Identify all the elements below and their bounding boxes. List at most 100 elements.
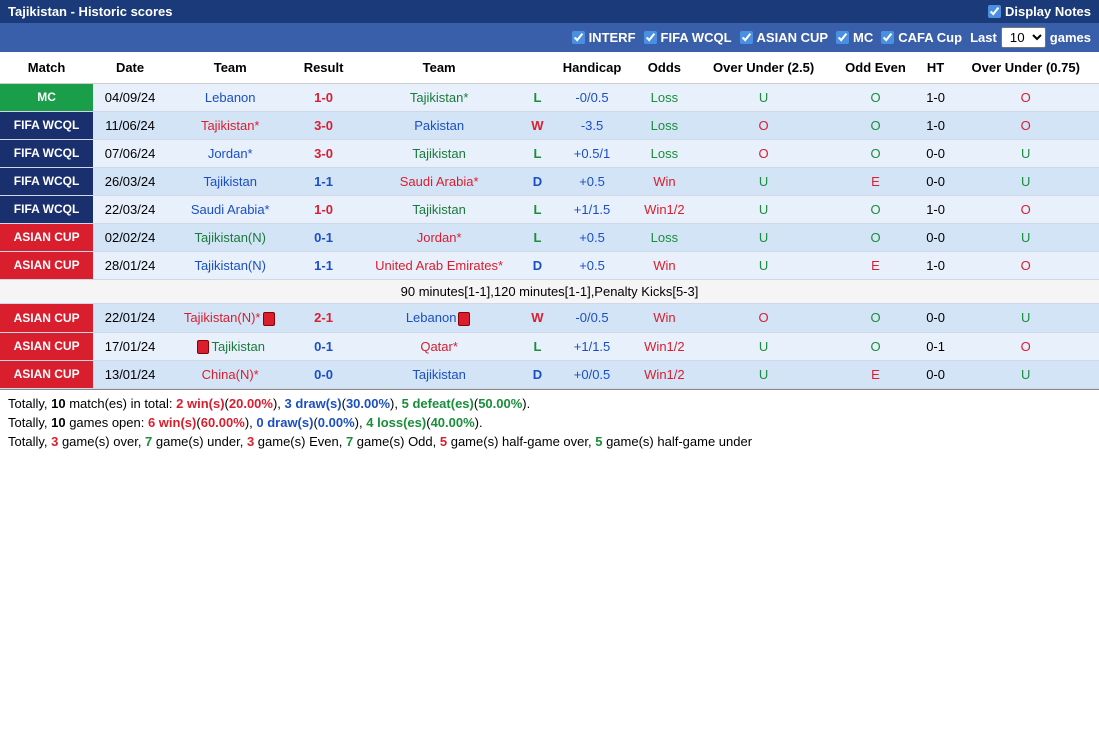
- date-cell: 02/02/24: [93, 224, 167, 252]
- result-cell[interactable]: 2-1: [294, 304, 354, 333]
- team1-cell[interactable]: Jordan*: [167, 140, 294, 168]
- ou25-cell: U: [695, 224, 832, 252]
- filter-interf[interactable]: INTERF: [572, 30, 636, 45]
- oddeven-cell: O: [832, 84, 918, 112]
- wdl-cell: L: [525, 332, 551, 361]
- ou075-cell: O: [952, 112, 1099, 140]
- filter-fifa-wcql[interactable]: FIFA WCQL: [644, 30, 732, 45]
- match-badge: ASIAN CUP: [0, 332, 93, 361]
- header-bar: Tajikistan - Historic scores Display Not…: [0, 0, 1099, 23]
- filter-mc[interactable]: MC: [836, 30, 873, 45]
- table-row: ASIAN CUP02/02/24Tajikistan(N)0-1Jordan*…: [0, 224, 1099, 252]
- ou075-cell: U: [952, 304, 1099, 333]
- oddeven-cell: O: [832, 196, 918, 224]
- date-cell: 11/06/24: [93, 112, 167, 140]
- ht-cell: 0-0: [919, 140, 953, 168]
- team2-cell[interactable]: Jordan*: [354, 224, 525, 252]
- col-ht: HT: [919, 52, 953, 84]
- team2-cell[interactable]: Lebanon: [354, 304, 525, 333]
- display-notes-checkbox[interactable]: [988, 5, 1001, 18]
- team2-cell[interactable]: Pakistan: [354, 112, 525, 140]
- ou25-cell: O: [695, 112, 832, 140]
- games-count-select[interactable]: 10: [1001, 27, 1046, 48]
- result-cell[interactable]: 1-0: [294, 84, 354, 112]
- date-cell: 13/01/24: [93, 361, 167, 389]
- handicap-cell: -3.5: [550, 112, 634, 140]
- match-badge: FIFA WCQL: [0, 196, 93, 224]
- handicap-cell: +0.5: [550, 252, 634, 280]
- team2-cell[interactable]: Tajikistan: [354, 140, 525, 168]
- oddeven-cell: E: [832, 168, 918, 196]
- display-notes-toggle[interactable]: Display Notes: [988, 4, 1091, 19]
- team1-cell[interactable]: Lebanon: [167, 84, 294, 112]
- wdl-cell: D: [525, 361, 551, 389]
- result-cell[interactable]: 1-1: [294, 168, 354, 196]
- odds-cell: Loss: [634, 84, 695, 112]
- ht-cell: 0-0: [919, 304, 953, 333]
- team2-cell[interactable]: United Arab Emirates*: [354, 252, 525, 280]
- date-cell: 04/09/24: [93, 84, 167, 112]
- ou25-cell: U: [695, 332, 832, 361]
- table-row: MC04/09/24Lebanon1-0Tajikistan*L-0/0.5Lo…: [0, 84, 1099, 112]
- team1-cell[interactable]: Tajikistan: [167, 168, 294, 196]
- display-notes-label: Display Notes: [1005, 4, 1091, 19]
- team1-cell[interactable]: Tajikistan(N): [167, 224, 294, 252]
- team1-cell[interactable]: Tajikistan(N): [167, 252, 294, 280]
- result-cell[interactable]: 3-0: [294, 112, 354, 140]
- team2-cell[interactable]: Saudi Arabia*: [354, 168, 525, 196]
- col-oddeven: Odd Even: [832, 52, 918, 84]
- red-card-icon: [197, 340, 209, 354]
- odds-cell: Win1/2: [634, 196, 695, 224]
- result-cell[interactable]: 0-1: [294, 224, 354, 252]
- col-team2: Team: [354, 52, 525, 84]
- result-cell[interactable]: 0-1: [294, 332, 354, 361]
- col-ou25: Over Under (2.5): [695, 52, 832, 84]
- result-cell[interactable]: 0-0: [294, 361, 354, 389]
- result-cell[interactable]: 1-1: [294, 252, 354, 280]
- oddeven-cell: O: [832, 140, 918, 168]
- ou25-cell: U: [695, 84, 832, 112]
- ht-cell: 0-1: [919, 332, 953, 361]
- ou25-cell: U: [695, 252, 832, 280]
- wdl-cell: L: [525, 224, 551, 252]
- ou25-cell: U: [695, 361, 832, 389]
- team1-cell[interactable]: Tajikistan(N)*: [167, 304, 294, 333]
- ht-cell: 0-0: [919, 361, 953, 389]
- team2-cell[interactable]: Tajikistan*: [354, 84, 525, 112]
- handicap-cell: +0.5/1: [550, 140, 634, 168]
- wdl-cell: D: [525, 168, 551, 196]
- match-badge: ASIAN CUP: [0, 224, 93, 252]
- ht-cell: 1-0: [919, 252, 953, 280]
- match-badge: FIFA WCQL: [0, 112, 93, 140]
- table-row: ASIAN CUP28/01/24Tajikistan(N)1-1United …: [0, 252, 1099, 280]
- oddeven-cell: O: [832, 224, 918, 252]
- summary-line-2: Totally, 10 games open: 6 win(s)(60.00%)…: [8, 413, 1091, 432]
- filter-cafa-cup[interactable]: CAFA Cup: [881, 30, 962, 45]
- odds-cell: Loss: [634, 112, 695, 140]
- wdl-cell: W: [525, 112, 551, 140]
- result-cell[interactable]: 3-0: [294, 140, 354, 168]
- match-badge: ASIAN CUP: [0, 304, 93, 333]
- scores-table: Match Date Team Result Team Handicap Odd…: [0, 52, 1099, 389]
- table-row: FIFA WCQL07/06/24Jordan*3-0TajikistanL+0…: [0, 140, 1099, 168]
- filter-asian-cup[interactable]: ASIAN CUP: [740, 30, 829, 45]
- odds-cell: Win1/2: [634, 361, 695, 389]
- ht-cell: 1-0: [919, 84, 953, 112]
- table-header-row: Match Date Team Result Team Handicap Odd…: [0, 52, 1099, 84]
- team1-cell[interactable]: China(N)*: [167, 361, 294, 389]
- oddeven-cell: O: [832, 112, 918, 140]
- team2-cell[interactable]: Tajikistan: [354, 196, 525, 224]
- oddeven-cell: E: [832, 361, 918, 389]
- team1-cell[interactable]: Tajikistan*: [167, 112, 294, 140]
- result-cell[interactable]: 1-0: [294, 196, 354, 224]
- oddeven-cell: E: [832, 252, 918, 280]
- ou25-cell: O: [695, 140, 832, 168]
- handicap-cell: +0.5: [550, 224, 634, 252]
- team1-cell[interactable]: Tajikistan: [167, 332, 294, 361]
- table-row: FIFA WCQL11/06/24Tajikistan*3-0PakistanW…: [0, 112, 1099, 140]
- team2-cell[interactable]: Tajikistan: [354, 361, 525, 389]
- team2-cell[interactable]: Qatar*: [354, 332, 525, 361]
- oddeven-cell: O: [832, 332, 918, 361]
- col-match: Match: [0, 52, 93, 84]
- team1-cell[interactable]: Saudi Arabia*: [167, 196, 294, 224]
